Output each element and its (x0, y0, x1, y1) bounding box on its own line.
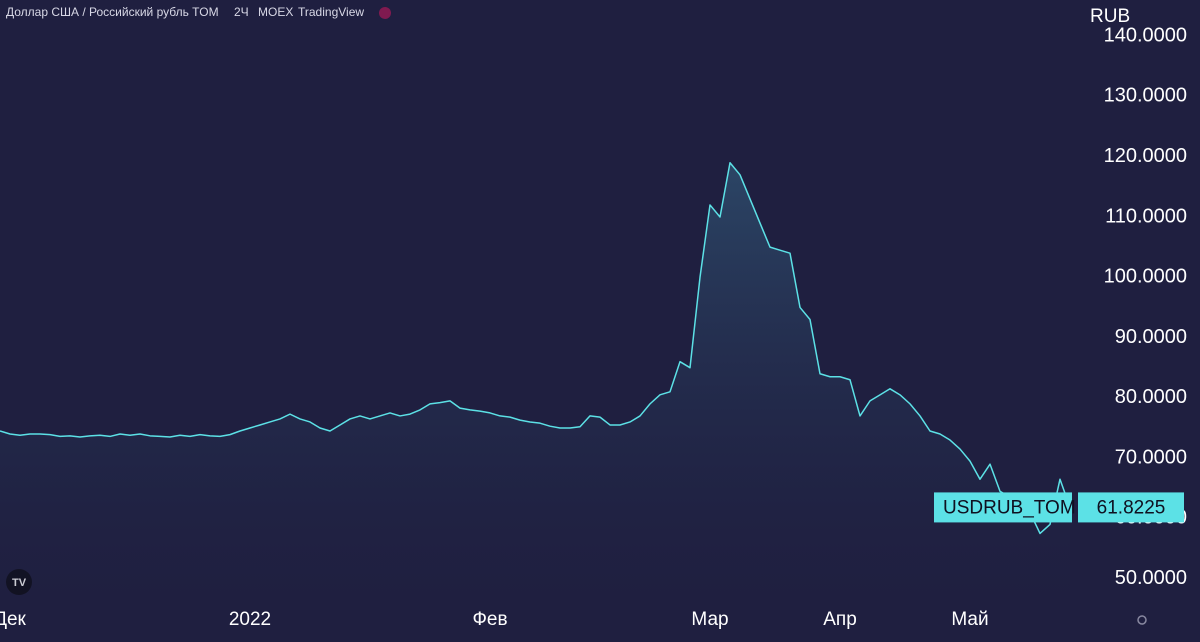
status-icon[interactable] (379, 7, 391, 19)
price-label: 61.8225 (1097, 497, 1166, 518)
x-tick-label: 2022 (229, 609, 271, 630)
interval: 2Ч (234, 5, 249, 19)
symbol-label-box (934, 492, 1072, 523)
x-tick-label: Май (951, 609, 988, 630)
y-tick-label: 110.0000 (1105, 205, 1187, 227)
price-label-box (1078, 492, 1184, 523)
x-tick-label: Апр (823, 609, 857, 630)
x-tick-label: Дек (0, 609, 27, 630)
y-axis-label: RUB (1090, 6, 1130, 27)
y-tick-label: 140.0000 (1104, 24, 1187, 46)
y-tick-label: 50.0000 (1115, 567, 1187, 589)
y-tick-label: 100.0000 (1104, 266, 1187, 288)
y-tick-label: 120.0000 (1104, 145, 1187, 167)
y-tick-label: 130.0000 (1104, 85, 1187, 107)
x-tick-label: Мар (691, 609, 728, 630)
source: TradingView (298, 5, 364, 19)
chart-title: Доллар США / Российский рубль TOM (6, 5, 219, 19)
y-tick-label: 90.0000 (1115, 326, 1187, 348)
y-tick-label: 70.0000 (1115, 446, 1187, 468)
area-fill (0, 162, 1070, 604)
price-line (0, 162, 1071, 535)
settings-icon[interactable] (1137, 615, 1147, 625)
symbol-label: USDRUB_TOM (943, 497, 1076, 518)
x-tick-label: Фев (472, 609, 507, 630)
exchange: MOEX (258, 5, 293, 19)
y-tick-label: 80.0000 (1115, 386, 1187, 408)
